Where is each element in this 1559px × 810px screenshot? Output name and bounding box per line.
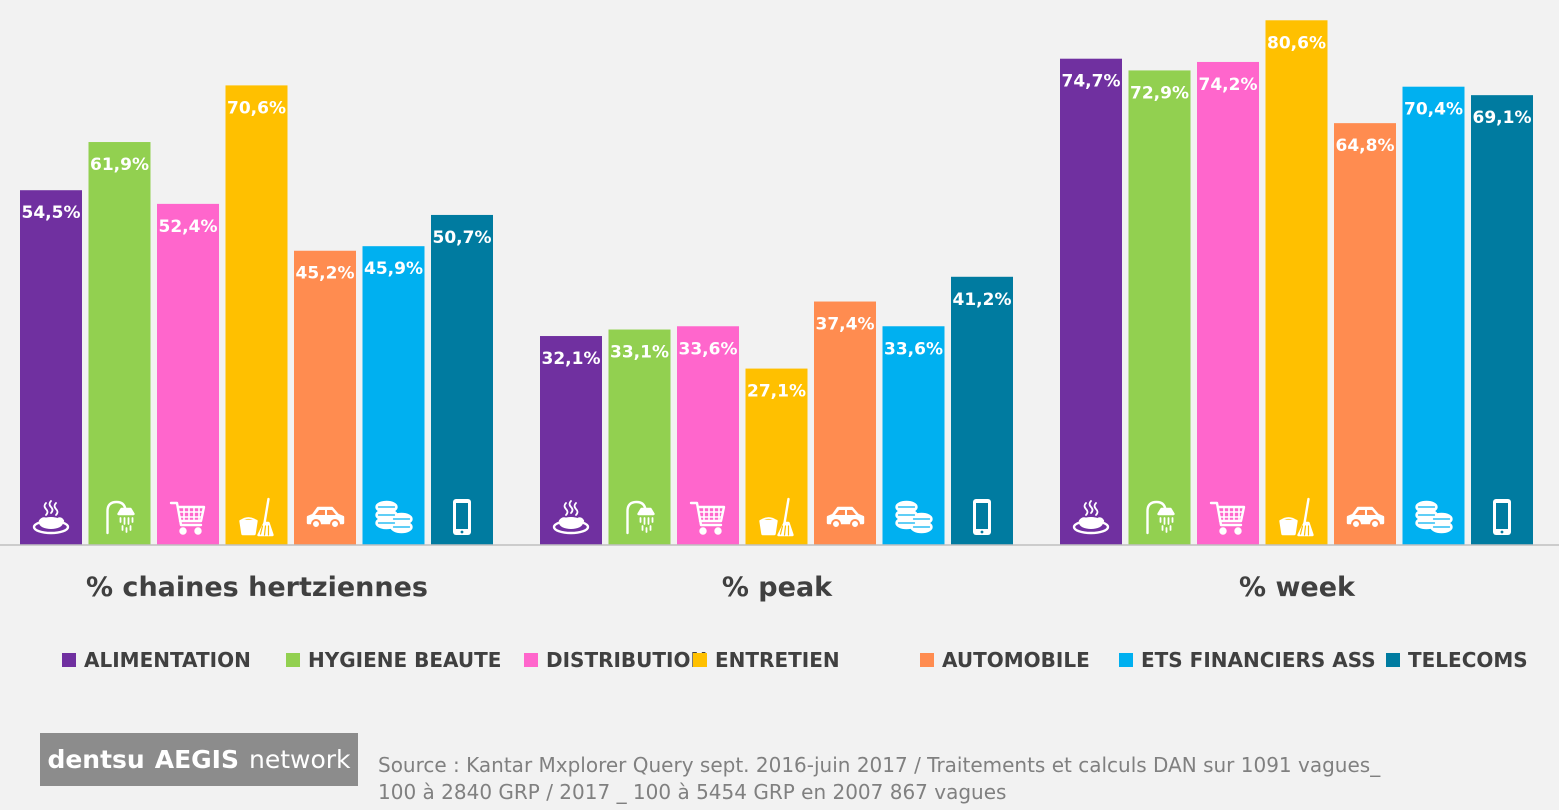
data-label: 70,6%	[227, 98, 286, 118]
bar-automobile-group-1	[294, 250, 356, 546]
bucket-broom-icon	[1279, 497, 1314, 537]
bar-telecoms-group-1	[431, 214, 493, 545]
coins-icon	[895, 500, 933, 534]
legend-item: ALIMENTATION	[62, 648, 251, 672]
group-label: % chaines hertziennes	[86, 572, 428, 603]
bar-hygiene-beaute-group-1	[88, 142, 151, 545]
legend-label: TELECOMS	[1408, 648, 1528, 672]
group-label: % peak	[722, 572, 833, 603]
legend-label: DISTRIBUTION	[546, 648, 708, 672]
food-plate-icon	[32, 500, 70, 535]
data-label: 27,1%	[747, 382, 806, 402]
shower-icon	[626, 500, 655, 535]
shopping-cart-icon	[689, 501, 726, 535]
mobile-phone-icon	[1493, 499, 1511, 535]
data-label: 54,5%	[22, 203, 81, 223]
logo-part-dentsu: dentsu	[47, 745, 145, 774]
bar-automobile-group-2	[814, 301, 876, 545]
bar-telecoms-group-3	[1471, 95, 1533, 545]
legend-swatch	[1119, 653, 1133, 667]
group-label: % week	[1239, 572, 1356, 603]
shower-icon	[106, 500, 135, 535]
bar-distribution-group-2	[677, 326, 739, 545]
legend-swatch	[1386, 653, 1400, 667]
source-note: Source : Kantar Mxplorer Query sept. 201…	[378, 752, 1528, 806]
car-icon	[306, 506, 345, 529]
bucket-broom-icon	[239, 497, 274, 537]
legend-item: ENTRETIEN	[693, 648, 840, 672]
food-plate-icon	[1072, 500, 1110, 535]
coins-icon	[1415, 500, 1453, 534]
data-label: 52,4%	[159, 217, 218, 237]
bar-chart: 54,5% 61,9% 52,4% 70,6% 45,2% 45,9% 50,7% 32,1%…	[0, 20, 1559, 603]
data-label: 70,4%	[1404, 100, 1463, 120]
logo-part-network: network	[249, 745, 351, 774]
data-label: 37,4%	[816, 315, 875, 335]
legend-label: AUTOMOBILE	[942, 648, 1090, 672]
car-icon	[826, 506, 865, 529]
legend-swatch	[524, 653, 538, 667]
legend-swatch	[286, 653, 300, 667]
legend-item: AUTOMOBILE	[920, 648, 1090, 672]
legend-swatch	[62, 653, 76, 667]
shower-icon	[1146, 500, 1175, 535]
mobile-phone-icon	[453, 499, 471, 535]
data-label: 74,2%	[1199, 75, 1258, 95]
bar-hygiene-beaute-group-3	[1128, 70, 1191, 546]
data-label: 61,9%	[90, 155, 149, 175]
legend-swatch	[920, 653, 934, 667]
logo-part-aegis: AEGIS	[154, 745, 239, 774]
bar-alimentation-group-2	[540, 336, 602, 545]
data-label: 32,1%	[542, 349, 601, 369]
bar-entretien-group-2	[745, 368, 808, 545]
source-line-2: 100 à 2840 GRP / 2017 _ 100 à 5454 GRP e…	[378, 780, 1007, 804]
bar-automobile-group-3	[1334, 123, 1396, 545]
shopping-cart-icon	[1209, 501, 1246, 535]
bar-distribution-group-3	[1197, 61, 1259, 545]
bucket-broom-icon	[759, 497, 794, 537]
food-plate-icon	[552, 500, 590, 535]
bar-alimentation-group-1	[20, 190, 82, 545]
shopping-cart-icon	[169, 501, 206, 535]
source-line-1: Source : Kantar Mxplorer Query sept. 201…	[378, 753, 1381, 777]
legend-swatch	[693, 653, 707, 667]
bar-entretien-group-1	[225, 85, 288, 546]
bar-alimentation-group-3	[1060, 58, 1122, 545]
data-label: 45,9%	[364, 259, 423, 279]
bar-ets-financiers-ass-group-1	[362, 246, 425, 546]
data-label: 45,2%	[296, 264, 355, 284]
data-label: 72,9%	[1130, 83, 1189, 103]
data-label: 33,1%	[610, 343, 669, 363]
coins-icon	[375, 500, 413, 534]
dentsu-aegis-logo: dentsu AEGIS network	[40, 733, 358, 786]
bar-hygiene-beaute-group-2	[608, 329, 671, 545]
mobile-phone-icon	[973, 499, 991, 535]
car-icon	[1346, 506, 1385, 529]
data-label: 80,6%	[1267, 33, 1326, 53]
legend-label: ETS FINANCIERS ASS	[1141, 648, 1376, 672]
bar-entretien-group-3	[1265, 20, 1328, 545]
data-label: 74,7%	[1062, 72, 1121, 92]
legend-item: TELECOMS	[1386, 648, 1528, 672]
legend-item: ETS FINANCIERS ASS	[1119, 648, 1376, 672]
legend-label: HYGIENE BEAUTE	[308, 648, 502, 672]
bar-ets-financiers-ass-group-3	[1402, 86, 1465, 546]
legend-label: ENTRETIEN	[715, 648, 840, 672]
data-label: 33,6%	[679, 339, 738, 359]
data-label: 50,7%	[433, 228, 492, 248]
data-label: 33,6%	[884, 339, 943, 359]
legend-label: ALIMENTATION	[84, 648, 251, 672]
legend-item: HYGIENE BEAUTE	[286, 648, 501, 672]
data-label: 69,1%	[1473, 108, 1532, 128]
legend-item: DISTRIBUTION	[524, 648, 707, 672]
bar-distribution-group-1	[157, 203, 219, 545]
data-label: 41,2%	[953, 290, 1012, 310]
data-label: 64,8%	[1336, 136, 1395, 156]
